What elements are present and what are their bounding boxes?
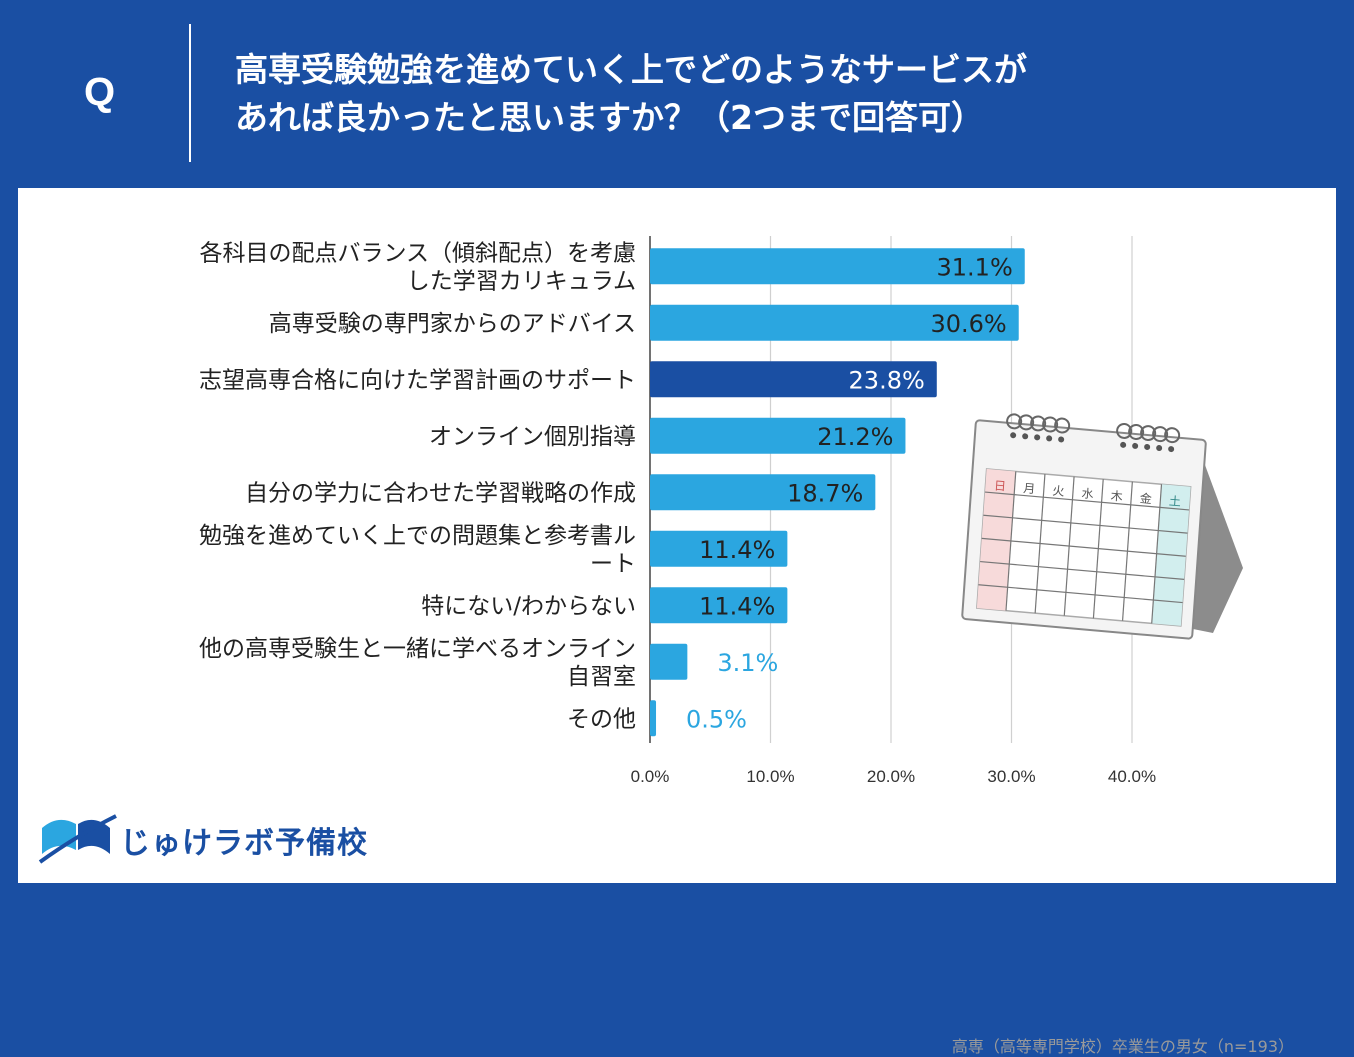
x-tick-label: 20.0% <box>867 767 915 786</box>
calendar-day-label: 水 <box>1081 486 1094 501</box>
bar-chart: 31.1% 30.6%23.8% 21.2% 18.7% 11.4% 11.4% 3.1% 0… <box>199 236 1243 786</box>
bar <box>650 304 1019 341</box>
bar <box>650 248 1025 285</box>
bars: 31.1% 30.6%23.8% 21.2% 18.7% 11.4% 11.4% 3.1% 0… <box>650 248 1025 737</box>
value-label: 21.2% <box>817 423 893 451</box>
calendar-day-label: 月 <box>1023 481 1036 496</box>
calendar-day-label: 木 <box>1110 489 1123 504</box>
category-label: 自分の学力に合わせた学習戦略の作成 <box>245 480 636 506</box>
calendar-illustration: 日 月 火 水 木 金 土 <box>961 413 1243 640</box>
value-label: 3.1% <box>717 649 778 677</box>
category-label: 各科目の配点バランス（傾斜配点）を考慮 <box>199 240 636 266</box>
bar <box>650 643 688 680</box>
category-label: 自習室 <box>567 664 636 690</box>
category-labels: 各科目の配点バランス（傾斜配点）を考慮した学習カリキュラム高専受験の専門家からの… <box>199 240 636 732</box>
logo-text: じゅけラボ予備校 <box>120 826 368 861</box>
x-tick-label: 40.0% <box>1108 767 1156 786</box>
value-label: 31.1% <box>937 253 1013 281</box>
bar <box>650 700 657 737</box>
x-tick-label: 10.0% <box>746 767 794 786</box>
x-axis-ticks: 0.0% 10.0% 20.0% 30.0% 40.0% <box>631 767 1156 786</box>
bar <box>650 530 788 567</box>
category-label: 志望高専合格に向けた学習計画のサポート <box>199 367 636 393</box>
bar <box>650 417 906 454</box>
calendar-day-label: 火 <box>1052 484 1065 499</box>
category-label: 勉強を進めていく上での問題集と参考書ル <box>199 523 636 549</box>
x-tick-label: 0.0% <box>631 767 670 786</box>
sample-footnote: 高専（高等専門学校）卒業生の男女（n=193） <box>951 1037 1294 1056</box>
category-label: した学習カリキュラム <box>407 268 636 294</box>
bar <box>650 361 937 398</box>
value-label: 11.4% <box>699 536 775 564</box>
value-label: 18.7% <box>787 479 863 507</box>
category-label: 他の高専受験生と一緒に学べるオンライン <box>199 636 636 662</box>
category-label: オンライン個別指導 <box>429 424 636 450</box>
value-label: 30.6% <box>930 310 1006 338</box>
question-line-2: あれば良かったと思いますか？（2つまで回答可） <box>235 98 984 137</box>
category-label: 高専受験の専門家からのアドバイス <box>269 311 636 337</box>
header-divider <box>189 24 191 162</box>
calendar-day-label: 金 <box>1139 490 1152 506</box>
category-label: その他 <box>567 706 636 732</box>
calendar-day-label: 日 <box>994 479 1007 494</box>
chart-panel: 31.1% 30.6% 23.8% 21.2% 18.7% 11.4% 11.4% 3.1% 0… <box>18 188 1336 1056</box>
brand-logo: じゅけラボ予備校 <box>38 810 378 870</box>
value-label: 11.4% <box>699 592 775 620</box>
bar <box>650 474 876 511</box>
category-label: 特にない/わからない <box>421 593 636 619</box>
value-label: 0.5% <box>686 705 747 733</box>
bar <box>650 587 788 624</box>
calendar-day-label: 土 <box>1168 494 1181 509</box>
value-label: 23.8% <box>849 366 925 394</box>
question-title: 高専受験勉強を進めていく上でどのようなサービスが あれば良かったと思いますか？（… <box>235 46 1315 142</box>
book-icon <box>38 814 117 864</box>
x-tick-label: 30.0% <box>987 767 1035 786</box>
question-line-1: 高専受験勉強を進めていく上でどのようなサービスが <box>235 50 1027 89</box>
question-marker: Q <box>84 70 116 114</box>
category-label: ート <box>590 551 636 577</box>
